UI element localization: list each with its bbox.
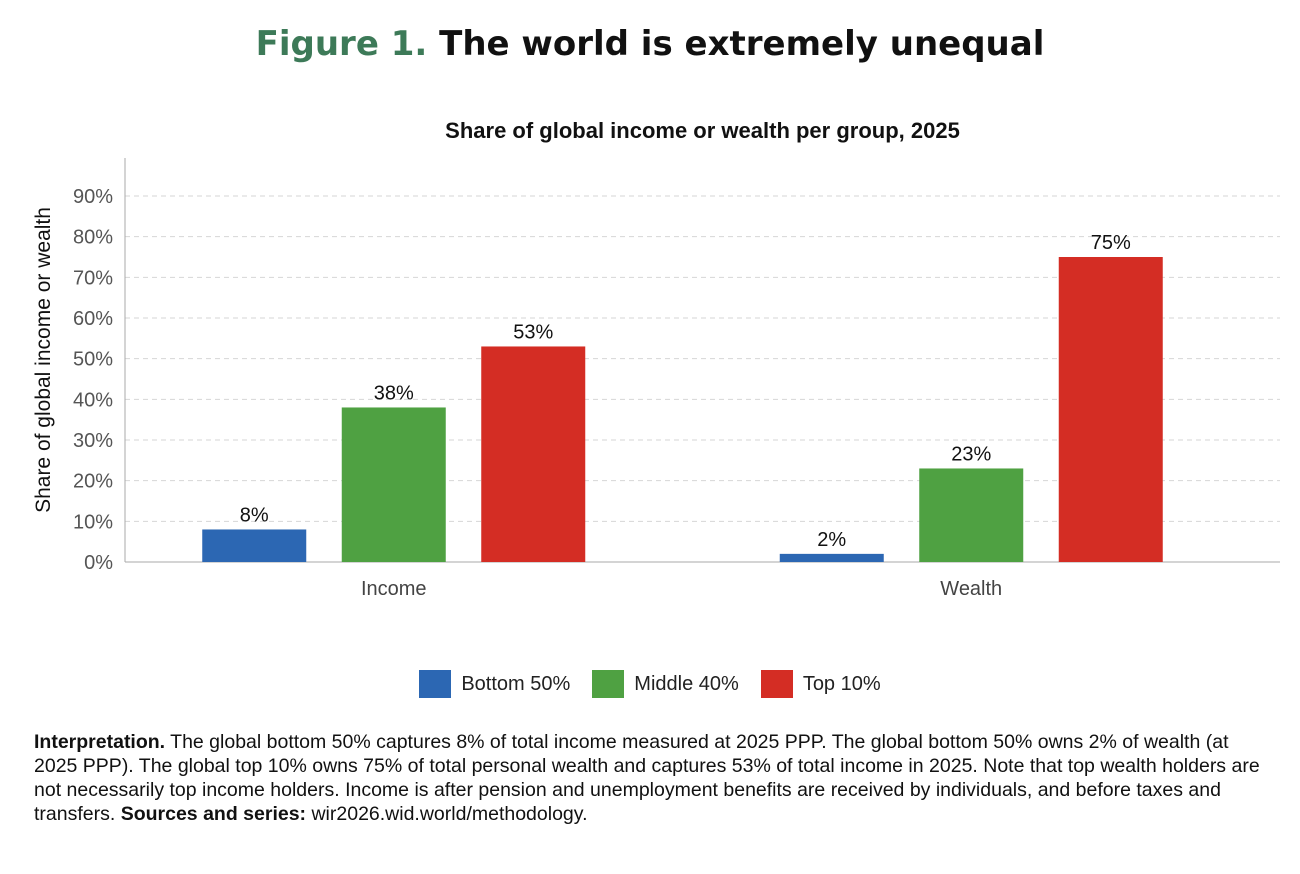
y-axis-label: Share of global income or wealth <box>32 207 55 513</box>
bar-chart: 0% 10% 20% 30% 40% 50% 60% 70% 80% 90% Share of gl… <box>32 158 1280 600</box>
bar-bottom-50--income <box>202 529 307 562</box>
x-tick-label: Wealth <box>940 578 1002 600</box>
bar-middle-40--wealth <box>919 468 1024 562</box>
bar-middle-40--income <box>341 407 446 562</box>
bar-bottom-50--wealth <box>779 553 884 562</box>
y-tick-label: 20% <box>73 471 113 493</box>
legend-label: Bottom 50% <box>461 672 571 695</box>
data-label: 38% <box>374 382 414 404</box>
y-tick-label: 10% <box>73 511 113 533</box>
legend-item: Middle 40% <box>592 670 739 698</box>
figure-label: Figure 1. <box>255 24 428 64</box>
data-label: 8% <box>240 504 269 526</box>
y-tick-label: 90% <box>73 186 113 208</box>
y-tick-label: 50% <box>73 349 113 371</box>
sources-label: Sources and series: <box>120 803 307 825</box>
legend-item: Top 10% <box>760 670 881 698</box>
figure-title: Figure 1. The world is extremely unequal <box>0 24 1300 64</box>
data-label: 23% <box>951 443 991 465</box>
chart-title: Share of global income or wealth per gro… <box>445 118 960 143</box>
data-label: 53% <box>513 321 553 343</box>
interpretation-lead: Interpretation. <box>34 731 166 753</box>
data-label: 75% <box>1091 232 1131 254</box>
legend-swatch <box>592 670 625 698</box>
y-tick-label: 70% <box>73 267 113 289</box>
interpretation-note: Interpretation. The global bottom 50% ca… <box>34 730 1274 826</box>
bar-top-10--wealth <box>1058 257 1163 562</box>
y-tick-label: 40% <box>73 389 113 411</box>
interpretation-text: The global bottom 50% captures 8% of tot… <box>34 731 1260 825</box>
legend-label: Top 10% <box>802 672 881 695</box>
y-tick-label: 0% <box>84 552 113 574</box>
bar-top-10--income <box>481 346 586 562</box>
y-tick-label: 80% <box>73 227 113 249</box>
data-label: 2% <box>817 529 846 551</box>
legend-label: Middle 40% <box>634 672 739 695</box>
x-tick-label: Income <box>361 578 427 600</box>
y-tick-label: 60% <box>73 308 113 330</box>
legend-swatch <box>760 670 793 698</box>
y-tick-label: 30% <box>73 430 113 452</box>
sources-link: wir2026.wid.world/methodology. <box>306 803 588 825</box>
legend-item: Bottom 50% <box>419 670 570 698</box>
legend: Bottom 50% Middle 40% Top 10% <box>0 670 1300 698</box>
legend-swatch <box>419 670 452 698</box>
figure-heading: The world is extremely unequal <box>439 24 1045 64</box>
